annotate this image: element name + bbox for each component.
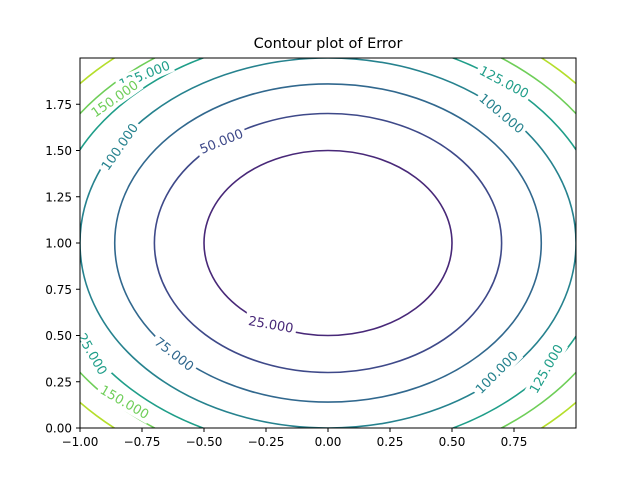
contour-label-2: 75.000: [148, 331, 200, 377]
contour-label-background: [470, 345, 524, 400]
x-tick-label: 0.25: [377, 435, 404, 449]
axes: −1.00 −0.75 −0.50 −0.25 0.00 0.25 0.50 0.75 0.00…: [45, 57, 577, 449]
y-tick-label: 1.50: [45, 144, 72, 158]
contour-label-3: 100.000: [96, 117, 144, 176]
x-tick-label: −0.25: [248, 435, 285, 449]
contour-label-5: 100.000: [470, 345, 524, 400]
contour-label-background: [524, 339, 568, 399]
contour-label-text: 150.000: [89, 78, 142, 121]
contour-label-text: 50.000: [198, 127, 246, 158]
x-tick-label: −0.75: [124, 435, 161, 449]
contour-label-text: 25.000: [247, 314, 294, 337]
contour-label-background: [474, 61, 534, 104]
y-tick-label: 0.00: [45, 422, 72, 436]
contour-label-text: 75.000: [151, 335, 196, 375]
x-tick-label: −1.00: [62, 435, 99, 449]
contour-label-text: 25.000: [74, 331, 110, 378]
contour-label-text: 125.000: [527, 342, 567, 396]
contour-label-0: 25.000: [244, 312, 298, 337]
x-tick-label: 0.00: [315, 435, 342, 449]
y-tick-label: 1.25: [45, 190, 72, 204]
x-tick-label: 0.50: [439, 435, 466, 449]
contour-label-1: 50.000: [194, 124, 249, 159]
contour-level-25: [203, 149, 453, 337]
y-tick-label: 0.50: [45, 329, 72, 343]
contour-label-text: 100.000: [99, 121, 142, 174]
chart-title: Contour plot of Error: [254, 36, 403, 52]
contour-label-background: [96, 117, 144, 176]
y-tick-label: 0.25: [45, 375, 72, 389]
y-tick-label: 0.75: [45, 283, 72, 297]
contour-level-50: [153, 112, 503, 374]
y-tick-label: 1.75: [45, 98, 72, 112]
y-tick-label: 1.00: [45, 237, 72, 251]
contour-label-background: [148, 331, 200, 377]
contour-label-background: [244, 312, 298, 337]
contour-label-background: [194, 124, 249, 159]
contour-label-text: 100.000: [473, 349, 522, 398]
contour-label-11: 150.000: [95, 380, 155, 424]
contour-label-background: [473, 88, 530, 139]
contour-label-text: 150.000: [97, 383, 151, 423]
contour-label-background: [95, 380, 155, 424]
x-tick-label: −0.50: [186, 435, 223, 449]
contour-level-75: [113, 83, 543, 403]
x-tick-label: 0.75: [501, 435, 528, 449]
contour-label-background: [85, 75, 144, 123]
contour-label-background: [80, 327, 113, 381]
